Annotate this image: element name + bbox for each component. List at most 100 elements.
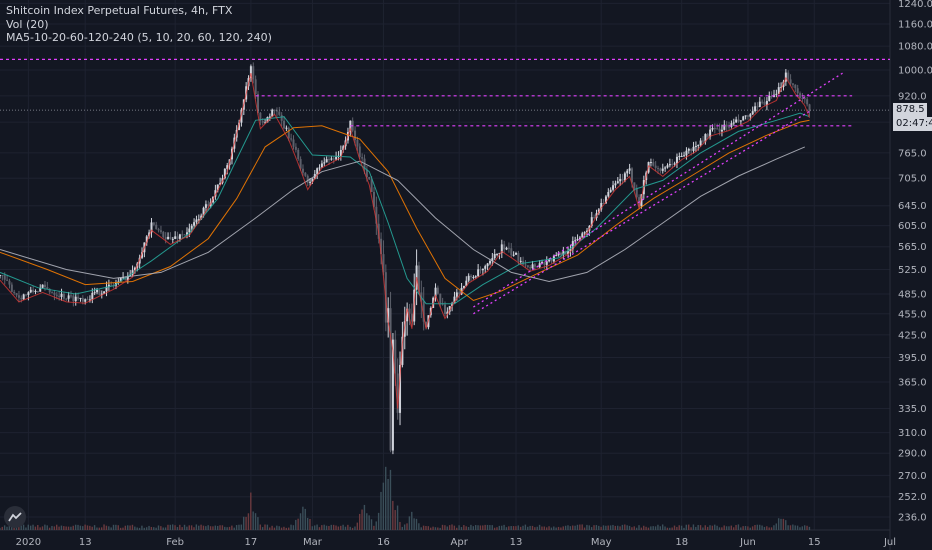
volume-bar	[725, 526, 728, 530]
candle-body	[491, 258, 494, 262]
volume-indicator-label: Vol (20)	[6, 17, 49, 31]
volume-bar	[422, 525, 425, 530]
candle-body	[619, 179, 622, 182]
candle-body	[758, 101, 761, 108]
candle-body	[32, 289, 35, 293]
volume-bar	[77, 524, 79, 530]
volume-bar	[517, 525, 519, 530]
volume-bar	[555, 527, 557, 530]
volume-bar	[254, 513, 257, 530]
candle-body	[640, 194, 643, 207]
volume-bar	[564, 525, 567, 530]
moving-average-line-ma20	[0, 112, 810, 305]
candle-body	[297, 149, 300, 160]
candle-body	[98, 289, 101, 295]
candle-body	[541, 262, 544, 264]
candle-body	[635, 188, 638, 198]
volume-bar	[226, 527, 228, 530]
volume-bar	[680, 525, 683, 530]
candle-body	[446, 311, 449, 315]
y-tick-label: 310.0	[898, 428, 927, 439]
volume-bar	[174, 525, 176, 530]
candle-body	[34, 290, 37, 293]
candle-body	[559, 252, 562, 255]
candle-body	[609, 189, 612, 193]
candle-body	[309, 181, 312, 183]
volume-bar	[501, 525, 503, 530]
volume-bar	[524, 524, 527, 530]
candle-body	[275, 110, 278, 112]
volume-bar	[351, 527, 354, 530]
volume-bar	[581, 524, 583, 530]
candle-body	[590, 217, 593, 226]
candle-body	[285, 127, 288, 129]
candle-body	[578, 237, 581, 239]
volume-bar	[82, 526, 84, 530]
volume-bar	[330, 524, 332, 530]
candle-body	[737, 119, 740, 122]
volume-bar	[136, 527, 138, 530]
volume-bar	[356, 522, 359, 530]
volume-bar	[328, 526, 330, 530]
volume-bar	[491, 525, 493, 530]
candle-body	[53, 292, 56, 295]
volume-bar	[444, 525, 446, 530]
volume-bar	[508, 526, 510, 530]
volume-bar	[638, 525, 640, 530]
volume-bar	[264, 524, 266, 530]
volume-bar	[302, 506, 304, 530]
volume-bar	[418, 523, 420, 530]
volume-bar	[39, 527, 41, 530]
volume-bar	[448, 525, 451, 530]
volume-bar	[259, 524, 261, 530]
volume-bar	[53, 526, 56, 530]
candle-body	[692, 146, 695, 151]
volume-bar	[493, 527, 496, 530]
volume-bar	[441, 524, 444, 530]
volume-bar	[51, 525, 53, 530]
volume-bar	[278, 526, 280, 530]
volume-bar	[484, 524, 486, 530]
volume-bar	[704, 525, 706, 530]
volume-bar	[510, 526, 512, 530]
volume-bar	[721, 527, 723, 530]
y-tick-label: 605.0	[898, 221, 927, 232]
volume-bar	[344, 526, 347, 530]
candle-body	[145, 236, 148, 243]
candle-body	[754, 106, 757, 112]
y-tick-label: 236.0	[898, 513, 927, 524]
volume-bar	[777, 518, 780, 530]
candle-body	[496, 253, 499, 255]
volume-bar	[186, 526, 188, 530]
candle-body	[488, 261, 491, 264]
volume-bar	[257, 517, 259, 530]
candle-body	[408, 308, 411, 314]
candle-body	[571, 241, 574, 250]
volume-bar	[534, 527, 536, 530]
candle-body	[372, 191, 375, 207]
candle-body	[550, 259, 553, 262]
volume-bar	[124, 525, 127, 530]
candle-body	[197, 219, 200, 221]
candle-body	[583, 232, 586, 234]
candle-body	[79, 297, 82, 299]
volume-bar	[314, 525, 316, 530]
volume-bar	[72, 525, 74, 530]
candle-body	[706, 134, 709, 137]
candle-body	[538, 263, 541, 268]
candle-body	[507, 247, 510, 249]
x-tick-label: Mar	[303, 537, 323, 548]
volume-bar	[181, 527, 183, 530]
candle-body	[157, 229, 160, 231]
candle-body	[600, 203, 603, 210]
volume-bar	[108, 526, 110, 530]
volume-bar	[690, 527, 692, 530]
candle-body	[278, 111, 281, 115]
volume-bar	[93, 525, 96, 530]
candle-body	[342, 146, 345, 150]
candle-body	[249, 66, 252, 79]
volume-bar	[342, 524, 344, 530]
candle-body	[422, 301, 425, 322]
tradingview-logo[interactable]	[4, 506, 26, 528]
